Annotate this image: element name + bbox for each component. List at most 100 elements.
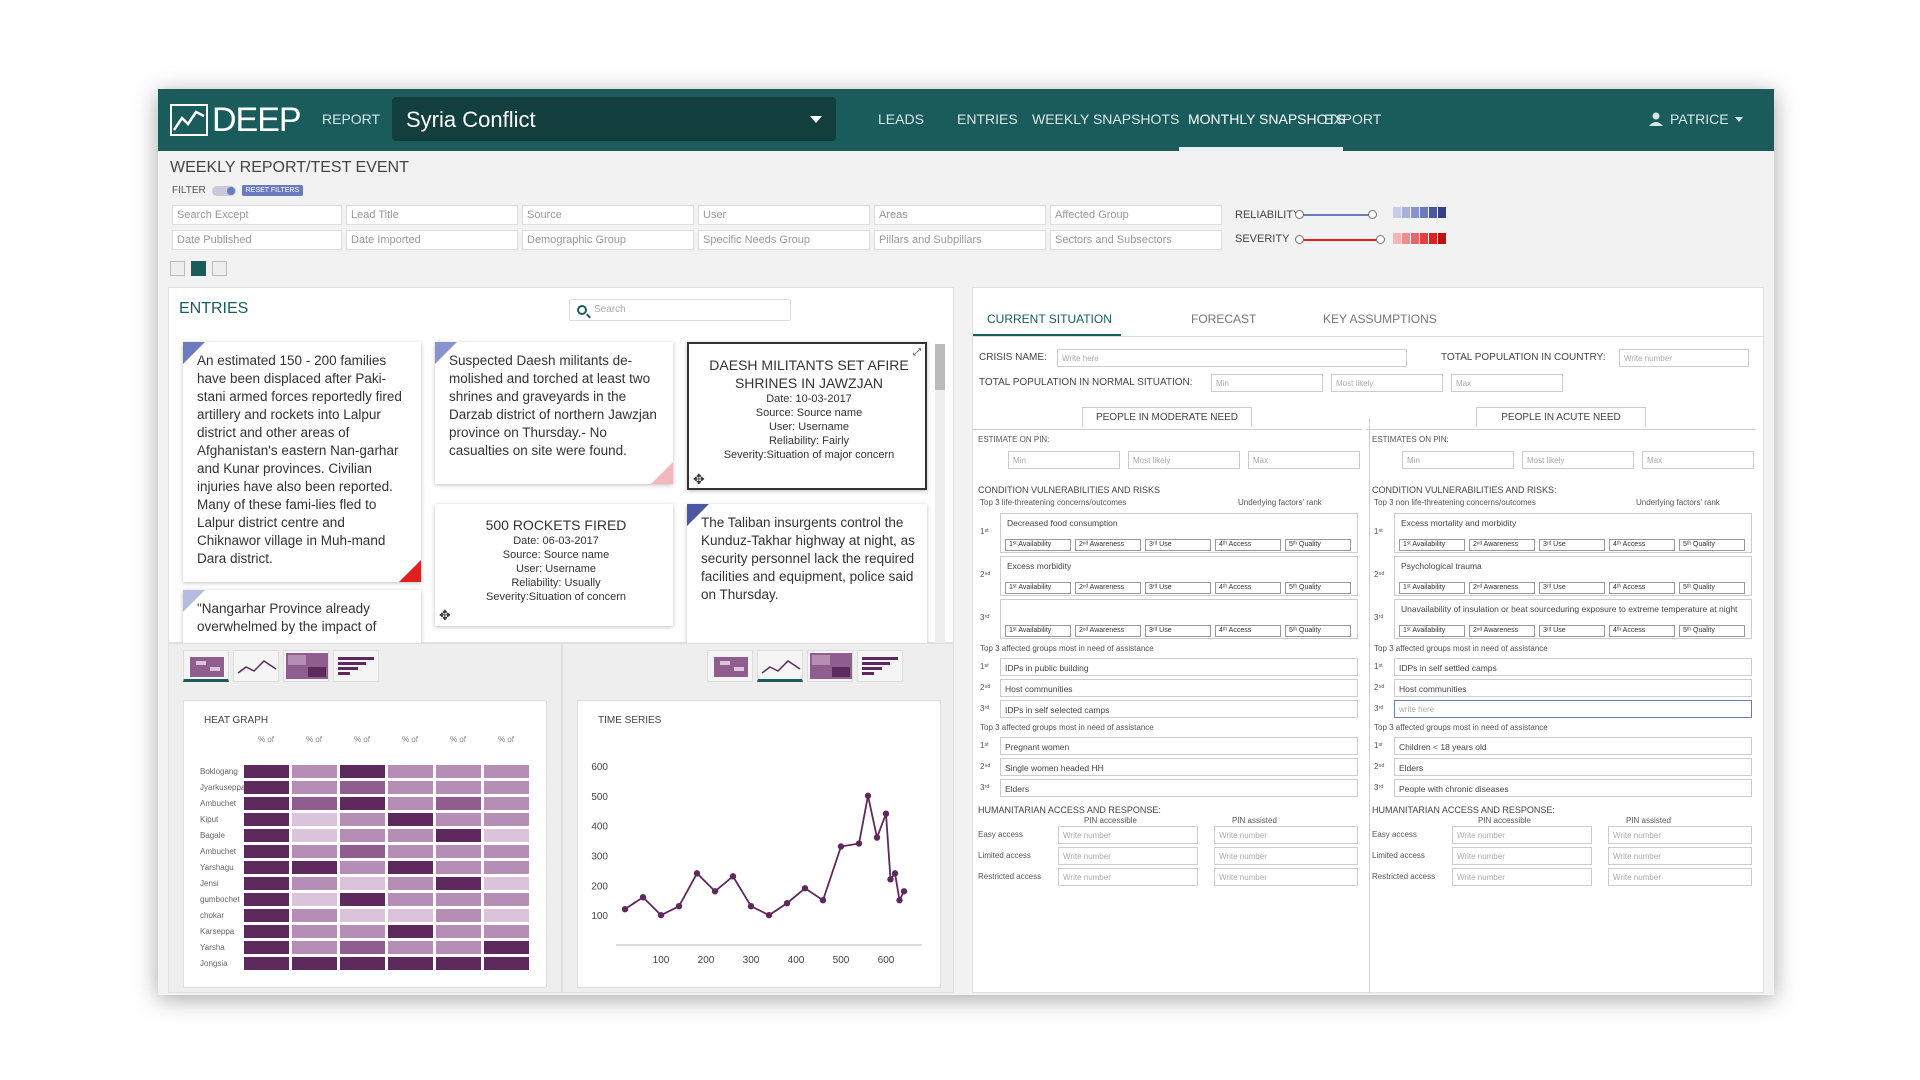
data-point[interactable] [711, 888, 719, 895]
heat-cell[interactable] [484, 909, 529, 922]
data-point[interactable] [887, 876, 894, 883]
heat-cell[interactable] [388, 797, 433, 810]
data-point[interactable] [819, 897, 827, 904]
heat-cell[interactable] [244, 941, 289, 954]
heat-cell[interactable] [484, 925, 529, 938]
entries-scroll-thumb[interactable] [935, 344, 945, 390]
project-selector[interactable]: Syria Conflict [392, 97, 836, 141]
pin-accessible-input[interactable]: Write number [1058, 868, 1198, 886]
heat-cell[interactable] [244, 861, 289, 874]
nav-entries[interactable]: ENTRIES [957, 111, 1018, 127]
entries-search-input[interactable]: Search [569, 299, 791, 321]
entry-card[interactable]: An estimated 150 - 200 families have bee… [183, 342, 421, 582]
heat-cell[interactable] [340, 877, 385, 890]
heat-cell[interactable] [340, 829, 385, 842]
factor-rank-chip[interactable]: 2ⁿᵈ Awareness [1075, 582, 1141, 594]
heat-cell[interactable] [340, 941, 385, 954]
heat-cell[interactable] [292, 941, 337, 954]
acute-pin-max[interactable]: Max [1642, 451, 1754, 469]
factor-rank-chip[interactable]: 3ʳᵈ Use [1145, 625, 1211, 637]
heat-cell[interactable] [484, 829, 529, 842]
treemap-tab[interactable] [807, 650, 853, 682]
pin-assisted-input[interactable]: Write number [1214, 868, 1358, 886]
nav-weekly-snapshots[interactable]: WEEKLY SNAPSHOTS [1032, 111, 1180, 127]
reliability-slider[interactable] [1300, 214, 1372, 216]
tab-forecast[interactable]: FORECAST [1191, 312, 1257, 326]
moderate-pin-max[interactable]: Max [1248, 451, 1360, 469]
heat-cell[interactable] [340, 861, 385, 874]
heat-cell[interactable] [340, 893, 385, 906]
heat-cell[interactable] [388, 845, 433, 858]
data-point[interactable] [855, 840, 863, 847]
factor-rank-chip[interactable]: 3ʳᵈ Use [1539, 539, 1605, 551]
heat-cell[interactable] [484, 893, 529, 906]
data-point[interactable] [765, 911, 773, 919]
factor-rank-chip[interactable]: 2ⁿᵈ Awareness [1469, 625, 1535, 637]
reliability-min-handle[interactable] [1295, 210, 1304, 219]
heat-cell[interactable] [388, 893, 433, 906]
heat-cell[interactable] [436, 765, 481, 778]
entry-card[interactable]: The Taliban insurgents control the Kundu… [687, 504, 927, 644]
data-point[interactable] [882, 810, 890, 817]
data-point[interactable] [693, 870, 701, 877]
heat-cell[interactable] [244, 845, 289, 858]
time-series-tab[interactable] [233, 650, 279, 682]
factor-rank-chip[interactable]: 1ˢᵗ Availability [1399, 625, 1465, 637]
total-normal-min[interactable]: Min [1211, 374, 1323, 392]
pin-assisted-input[interactable]: Write number [1608, 847, 1752, 865]
severity-max-handle[interactable] [1376, 235, 1385, 244]
concern-box[interactable]: Psychological trauma 1ˢᵗ Availability 2ⁿᵈ … [1394, 556, 1752, 596]
heat-cell[interactable] [244, 781, 289, 794]
entry-card[interactable]: Suspected Daesh militants de-molished an… [435, 342, 673, 484]
data-point[interactable] [891, 870, 899, 877]
heat-cell[interactable] [436, 957, 481, 970]
heat-cell[interactable] [340, 957, 385, 970]
heat-cell[interactable] [388, 829, 433, 842]
heat-cell[interactable] [244, 877, 289, 890]
heat-cell[interactable] [436, 893, 481, 906]
factor-rank-chip[interactable]: 4ᵗʰ Access [1215, 582, 1281, 594]
data-point[interactable] [801, 885, 809, 892]
factor-rank-chip[interactable]: 3ʳᵈ Use [1145, 539, 1211, 551]
affected-group2-input[interactable]: People with chronic diseases [1394, 779, 1752, 797]
filter-toggle[interactable] [211, 185, 236, 196]
filter-lead-title[interactable]: Lead Title [346, 205, 518, 225]
data-point[interactable] [621, 905, 629, 913]
filter-pillars[interactable]: Pillars and Subpillars [874, 230, 1046, 250]
heat-cell[interactable] [388, 957, 433, 970]
severity-slider[interactable] [1300, 239, 1380, 241]
factor-rank-chip[interactable]: 2ⁿᵈ Awareness [1469, 582, 1535, 594]
heat-cell[interactable] [436, 845, 481, 858]
affected-group2-input[interactable]: Single women headed HH [1000, 758, 1358, 776]
heat-cell[interactable] [436, 781, 481, 794]
nav-leads[interactable]: LEADS [878, 111, 924, 127]
heat-cell[interactable] [244, 957, 289, 970]
heat-cell[interactable] [292, 909, 337, 922]
heat-cell[interactable] [244, 765, 289, 778]
factor-rank-chip[interactable]: 5ᵗʰ Quality [1285, 539, 1351, 551]
affected-group-input[interactable]: Host communities [1000, 679, 1358, 697]
factor-rank-chip[interactable]: 4ᵗʰ Access [1609, 582, 1675, 594]
entry-summary-card-selected[interactable]: DAESH MILITANTS SET AFIRE SHRINES IN JAW… [687, 342, 927, 490]
heat-cell[interactable] [292, 829, 337, 842]
factor-rank-chip[interactable]: 1ˢᵗ Availability [1399, 539, 1465, 551]
heat-cell[interactable] [292, 861, 337, 874]
list-view-icon[interactable] [191, 261, 206, 276]
pin-accessible-input[interactable]: Write number [1452, 826, 1592, 844]
factor-rank-chip[interactable]: 4ᵗʰ Access [1609, 539, 1675, 551]
data-point[interactable] [900, 888, 908, 895]
pin-accessible-input[interactable]: Write number [1058, 847, 1198, 865]
heat-cell[interactable] [292, 893, 337, 906]
time-series-tab[interactable] [757, 650, 803, 682]
factor-rank-chip[interactable]: 4ᵗʰ Access [1609, 625, 1675, 637]
heat-cell[interactable] [388, 909, 433, 922]
concern-box[interactable]: Excess mortality and morbidity 1ˢᵗ Availa… [1394, 513, 1752, 553]
heat-cell[interactable] [436, 813, 481, 826]
affected-group-input[interactable]: write here [1394, 700, 1752, 718]
filter-search-except[interactable]: Search Except [172, 205, 342, 225]
heat-cell[interactable] [436, 925, 481, 938]
heat-cell[interactable] [292, 925, 337, 938]
heat-cell[interactable] [388, 781, 433, 794]
data-point[interactable] [783, 900, 791, 907]
filter-affected-group[interactable]: Affected Group [1050, 205, 1222, 225]
